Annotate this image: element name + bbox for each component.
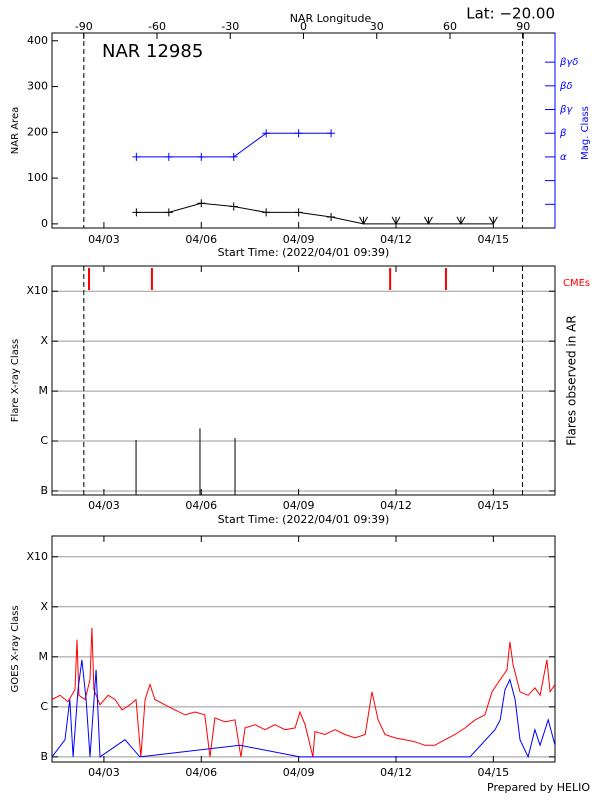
point-marker xyxy=(424,216,433,225)
y-tick-label: X10 xyxy=(26,284,48,297)
point-marker xyxy=(327,213,336,222)
x-tick-label: 04/09 xyxy=(283,766,315,779)
y-tick-label: 300 xyxy=(27,80,48,93)
x-tick-label: 04/03 xyxy=(88,233,120,246)
x2-tick-label: 90 xyxy=(516,20,530,33)
series-line xyxy=(52,659,555,759)
y-tick-label: X xyxy=(40,600,48,613)
y-axis-label: GOES X-ray Class xyxy=(10,605,21,692)
x2-tick-label: 0 xyxy=(300,20,307,33)
cme-label: CMEs xyxy=(563,278,590,289)
x2-tick-label: -90 xyxy=(75,20,93,33)
point-marker xyxy=(488,216,498,225)
y2-tick-label: βδ xyxy=(559,81,573,92)
plot-frame xyxy=(51,265,556,496)
point-marker xyxy=(132,208,141,217)
y2-axis-label: Flares observed in AR xyxy=(565,315,579,445)
y-tick-label: X xyxy=(40,334,48,347)
point-marker xyxy=(327,129,336,138)
series-line xyxy=(52,627,555,758)
footer: Prepared by HELIO xyxy=(487,781,590,794)
point-marker xyxy=(359,216,368,225)
y-tick-label: C xyxy=(40,434,48,447)
y-tick-label: C xyxy=(40,700,48,713)
y2-axis-label: Mag. Class xyxy=(580,106,591,160)
point-marker xyxy=(229,152,238,161)
x-tick-label: 04/03 xyxy=(88,766,120,779)
x-tick-label: 04/12 xyxy=(380,499,412,512)
y-tick-label: 200 xyxy=(27,125,48,138)
x-tick-label: 04/09 xyxy=(283,499,315,512)
x-axis-label: Start Time: (2022/04/01 09:39) xyxy=(218,246,390,259)
series-line xyxy=(136,202,494,225)
y-tick-label: 100 xyxy=(27,171,48,184)
point-marker xyxy=(294,129,303,138)
point-marker xyxy=(164,208,173,217)
x-axis-label: Start Time: (2022/04/01 09:39) xyxy=(218,513,390,526)
point-marker xyxy=(164,152,173,161)
x2-axis-label: NAR Longitude xyxy=(290,12,372,25)
point-marker xyxy=(262,129,271,138)
y-tick-label: 400 xyxy=(27,34,48,47)
x-tick-label: 04/03 xyxy=(88,499,120,512)
x-tick-label: 04/06 xyxy=(185,766,217,779)
y-tick-label: B xyxy=(40,484,48,497)
y-tick-label: B xyxy=(40,750,48,763)
y-axis-label: Flare X-ray Class xyxy=(10,339,21,423)
x2-tick-label: 30 xyxy=(370,20,384,33)
y-tick-label: M xyxy=(39,384,49,397)
y2-tick-label: βγ xyxy=(559,105,573,116)
point-marker xyxy=(294,208,303,217)
x2-tick-label: 60 xyxy=(443,20,457,33)
y-tick-label: M xyxy=(39,650,49,663)
annotation: Lat: −20.00 xyxy=(466,5,555,23)
point-marker xyxy=(262,208,271,217)
chart-title: NAR 12985 xyxy=(102,41,203,62)
plot-frame xyxy=(51,535,556,763)
x-tick-label: 04/06 xyxy=(185,499,217,512)
x-tick-label: 04/15 xyxy=(477,233,509,246)
x-tick-label: 04/15 xyxy=(477,499,509,512)
x2-tick-label: -30 xyxy=(221,20,239,33)
y-tick-label: 0 xyxy=(41,217,48,230)
x-tick-label: 04/15 xyxy=(477,766,509,779)
point-marker xyxy=(391,216,401,225)
point-marker xyxy=(197,152,206,161)
x2-tick-label: -60 xyxy=(148,20,166,33)
x-tick-label: 04/12 xyxy=(380,233,412,246)
y2-tick-label: βγδ xyxy=(559,57,578,68)
point-marker xyxy=(132,152,141,161)
y-axis-label: NAR Area xyxy=(10,107,21,154)
point-marker xyxy=(456,216,466,225)
y2-tick-label: α xyxy=(560,152,567,163)
x-tick-label: 04/09 xyxy=(283,233,315,246)
x-tick-label: 04/06 xyxy=(185,233,217,246)
x-tick-label: 04/12 xyxy=(380,766,412,779)
y2-tick-label: β xyxy=(559,128,567,139)
point-marker xyxy=(229,202,238,211)
point-marker xyxy=(197,199,206,208)
y-tick-label: X10 xyxy=(26,550,48,563)
